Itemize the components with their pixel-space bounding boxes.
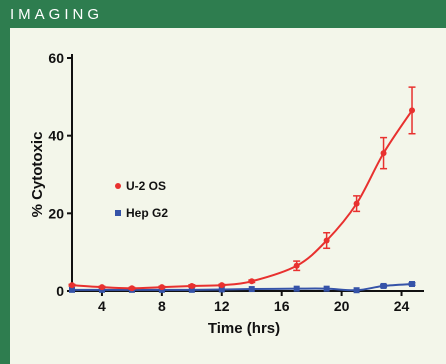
section-title: IMAGING: [10, 5, 104, 23]
data-point: [218, 282, 225, 289]
y-tick-label: 0: [56, 283, 64, 299]
y-tick-label: 40: [48, 128, 64, 144]
legend-marker: [115, 183, 121, 189]
data-point: [248, 286, 255, 293]
x-tick-label: 8: [158, 298, 166, 314]
legend-marker: [115, 210, 121, 216]
x-axis-title: Time (hrs): [208, 320, 280, 337]
x-tick-label: 4: [98, 298, 106, 314]
data-point: [380, 282, 387, 289]
data-point: [353, 287, 360, 294]
section-header: IMAGING: [0, 0, 446, 28]
y-tick-label: 20: [48, 205, 64, 221]
data-point: [188, 282, 195, 289]
data-point: [353, 200, 360, 207]
y-tick-label: 60: [48, 50, 64, 66]
legend-item-hep-g2: Hep G2: [115, 206, 168, 220]
data-point: [158, 284, 165, 291]
chart-panel: [10, 28, 446, 364]
x-tick-label: 16: [274, 298, 290, 314]
legend-label: Hep G2: [126, 206, 168, 220]
data-point: [218, 286, 225, 293]
x-tick-label: 12: [214, 298, 230, 314]
x-tick-label: 20: [334, 298, 350, 314]
data-point: [69, 282, 75, 289]
legend-item-u-2-os: U-2 OS: [115, 179, 166, 193]
data-point: [323, 237, 330, 244]
data-point: [248, 278, 255, 285]
data-point: [323, 285, 330, 292]
data-point: [293, 262, 300, 269]
data-point: [293, 285, 300, 292]
data-point: [409, 281, 416, 288]
data-point: [69, 286, 75, 293]
data-point: [409, 107, 416, 114]
x-tick-label: 24: [394, 298, 410, 314]
series-u-2-os: [68, 86, 416, 292]
data-point: [98, 284, 105, 291]
data-point: [188, 286, 195, 293]
legend-label: U-2 OS: [126, 179, 166, 193]
data-point: [380, 150, 387, 157]
y-axis-title: % Cytotoxic: [29, 132, 46, 218]
data-point: [128, 285, 135, 292]
series-line-u-2-os: [71, 109, 413, 290]
